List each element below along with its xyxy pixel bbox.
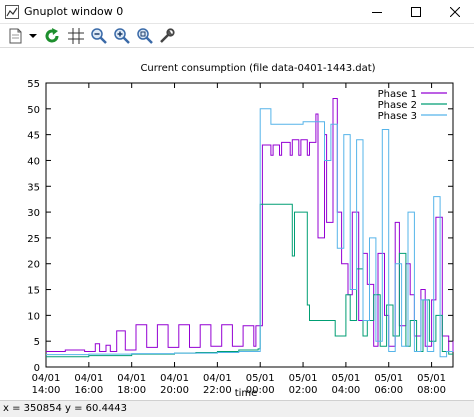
zoom-in-button[interactable]	[112, 26, 132, 46]
dropdown-arrow-icon	[29, 34, 37, 38]
x-axis-label: time	[235, 388, 258, 399]
x-tick-label-date: 04/01	[203, 373, 232, 384]
close-button[interactable]	[436, 0, 474, 24]
zoom-out-button[interactable]	[89, 26, 109, 46]
x-tick-label-date: 05/01	[289, 373, 318, 384]
replot-button[interactable]	[42, 26, 62, 46]
legend-label-phase-2: Phase 2	[378, 100, 417, 111]
copy-to-clipboard-button[interactable]	[6, 26, 26, 46]
x-tick-label-time: 22:00	[203, 385, 232, 396]
minimize-button[interactable]	[358, 0, 396, 24]
y-tick-label: 30	[27, 208, 40, 219]
y-tick-label: 20	[27, 260, 40, 271]
plot-area[interactable]: 0 5 10 15 20 25 30 35 40 45 50 55 04/01 14:00 04/01 16:…	[0, 49, 474, 400]
maximize-button[interactable]	[397, 0, 435, 24]
y-tick-label: 40	[27, 156, 40, 167]
zoom-in-icon	[114, 28, 130, 44]
y-tick-label: 25	[27, 234, 40, 245]
y-tick-label: 15	[27, 286, 40, 297]
y-tick-label: 35	[27, 182, 40, 193]
y-tick-label: 50	[27, 105, 40, 116]
legend-label-phase-1: Phase 1	[378, 89, 417, 100]
legend-label-phase-3: Phase 3	[378, 111, 417, 122]
minimize-icon	[372, 12, 382, 13]
close-icon	[450, 7, 460, 17]
maximize-icon	[411, 7, 421, 17]
window-title: Gnuplot window 0	[24, 5, 124, 18]
options-wrench-icon	[160, 28, 175, 43]
x-tick-label-date: 05/01	[331, 373, 360, 384]
x-tick-label-time: 16:00	[74, 385, 103, 396]
x-tick-label-date: 05/01	[246, 373, 275, 384]
x-tick-label-date: 05/01	[417, 373, 446, 384]
x-tick-label-date: 04/01	[74, 373, 103, 384]
toggle-grid-button[interactable]	[66, 26, 86, 46]
series-line-phase-3	[46, 108, 453, 358]
title-bar: Gnuplot window 0	[0, 0, 474, 24]
cursor-coordinates-readout: x = 350854 y = 60.4443	[3, 403, 128, 414]
autoscale-icon	[137, 28, 153, 44]
series-group	[46, 98, 454, 358]
y-tick-label: 5	[34, 337, 40, 348]
status-bar: x = 350854 y = 60.4443	[0, 400, 474, 417]
series-line-phase-1	[46, 98, 454, 352]
y-tick-label: 0	[34, 363, 40, 374]
line-chart[interactable]: 051015202530354045505504/0114:0004/0116:…	[0, 49, 474, 400]
x-tick-label-time: 04:00	[331, 385, 360, 396]
x-tick-label-time: 06:00	[374, 385, 403, 396]
x-tick-label-time: 18:00	[117, 385, 146, 396]
y-tick-label: 55	[27, 79, 40, 90]
chart-title: Current consumption (file data-0401-1443…	[140, 63, 375, 74]
options-button[interactable]	[157, 26, 177, 46]
toolbar	[0, 24, 474, 48]
autoscale-button[interactable]	[135, 26, 155, 46]
replot-icon	[45, 28, 59, 43]
zoom-out-icon	[91, 28, 107, 44]
y-tick-label: 10	[27, 311, 40, 322]
x-tick-label-time: 08:00	[417, 385, 446, 396]
x-tick-label-time: 00:00	[246, 385, 275, 396]
x-tick-label-time: 14:00	[32, 385, 61, 396]
plot-frame	[45, 82, 454, 368]
plot-axes: 051015202530354045505504/0114:0004/0116:…	[27, 79, 454, 396]
copy-icon	[9, 28, 22, 44]
grid-icon	[68, 28, 84, 44]
series-line-phase-2	[46, 203, 453, 358]
x-tick-label-date: 04/01	[117, 373, 146, 384]
x-tick-label-date: 04/01	[160, 373, 189, 384]
copy-options-dropdown[interactable]	[27, 26, 39, 46]
x-tick-label-date: 05/01	[374, 373, 403, 384]
y-tick-label: 45	[27, 131, 40, 142]
x-tick-label-time: 20:00	[160, 385, 189, 396]
x-tick-label-date: 04/01	[32, 373, 61, 384]
gnuplot-app-icon	[5, 5, 19, 19]
x-tick-label-time: 02:00	[289, 385, 318, 396]
